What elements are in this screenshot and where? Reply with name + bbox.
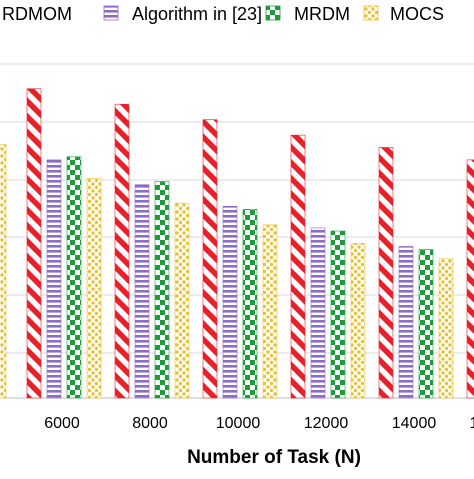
x-tick-label: 6000 — [44, 415, 80, 432]
x-tick-label: 8000 — [132, 415, 168, 432]
x-tick-labels: 6000 8000 10000 12000 14000 1 — [44, 415, 474, 432]
bar-algorithm-in-23--12000 — [310, 227, 326, 399]
bar-rdmom-8000 — [114, 103, 130, 399]
bar-algorithm-in-23--6000 — [46, 159, 62, 399]
x-tick-label: 14000 — [392, 415, 437, 432]
bar-mocs-12000 — [350, 243, 366, 399]
bar-rdmom-16000 — [466, 159, 474, 399]
bar-mocs-partial — [0, 144, 7, 399]
bars — [0, 88, 474, 399]
bar-mocs-10000 — [262, 224, 278, 399]
bar-algorithm-in-23--10000 — [222, 205, 238, 399]
bar-rdmom-12000 — [290, 134, 306, 399]
bar-mrdm-12000 — [330, 230, 346, 399]
legend-label-mocs: MOCS — [390, 4, 444, 24]
bar-mrdm-8000 — [154, 181, 170, 399]
bar-rdmom-6000 — [26, 88, 42, 399]
x-tick-label: 10000 — [216, 415, 261, 432]
legend-label-mrdm: MRDM — [294, 4, 350, 24]
bar-rdmom-10000 — [202, 119, 218, 399]
legend-swatch-mocs — [363, 5, 379, 21]
bar-mocs-14000 — [438, 258, 454, 399]
legend-swatch-mrdm — [265, 5, 281, 21]
bar-algorithm-in-23--14000 — [398, 246, 414, 399]
x-tick-label: 1 — [470, 415, 474, 432]
bar-mrdm-10000 — [242, 209, 258, 399]
bar-mrdm-6000 — [66, 156, 82, 399]
bar-mrdm-14000 — [418, 249, 434, 399]
legend: RDMOM Algorithm in [23] MRDM MOCS — [2, 4, 444, 24]
legend-label-algorithm-in-23: Algorithm in [23] — [132, 4, 262, 24]
legend-swatch-algorithm-in-23 — [103, 5, 119, 21]
x-axis-label: Number of Task (N) — [187, 447, 361, 468]
legend-label-rdmom: RDMOM — [2, 4, 72, 24]
bar-mocs-6000 — [86, 178, 102, 399]
bar-rdmom-14000 — [378, 147, 394, 399]
bar-algorithm-in-23--8000 — [134, 184, 150, 399]
x-tick-label: 12000 — [304, 415, 349, 432]
bar-mocs-8000 — [174, 202, 190, 399]
